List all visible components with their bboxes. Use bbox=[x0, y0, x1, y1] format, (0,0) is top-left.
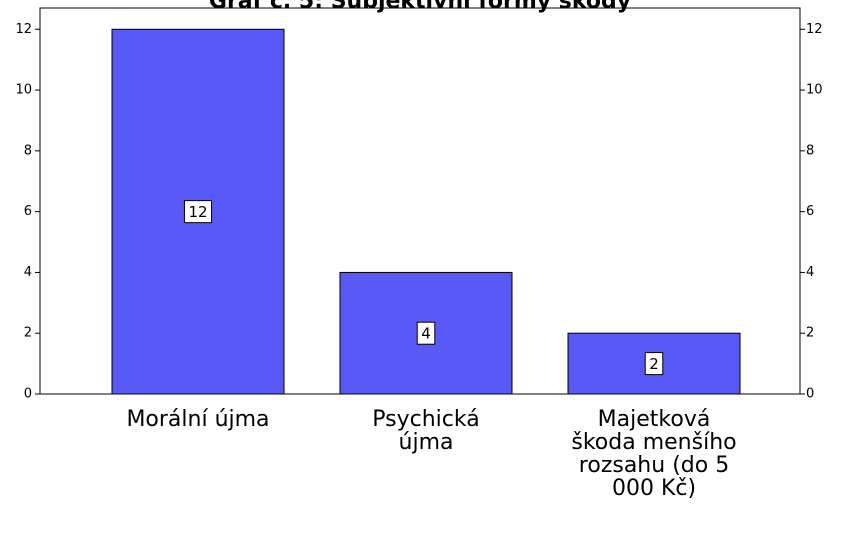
y-tick-label: 4 bbox=[24, 265, 32, 280]
x-tick-label: Majetková škoda menšího rozsahu (do 5 00… bbox=[571, 407, 737, 501]
data-label: 4 bbox=[421, 325, 431, 343]
y-tick-label: 6 bbox=[24, 204, 32, 219]
y-tick-label: 8 bbox=[24, 143, 32, 158]
y-tick-label: 10 bbox=[15, 83, 32, 98]
data-label-box bbox=[644, 352, 664, 376]
y-tick-label: 2 bbox=[24, 326, 32, 341]
y2-tick-label: 6 bbox=[806, 204, 814, 219]
y-tick-label: 0 bbox=[24, 387, 32, 402]
chart-title: Graf č. 5: Subjektivní formy škody bbox=[209, 0, 631, 14]
y2-tick-label: 2 bbox=[806, 326, 814, 341]
data-label-box bbox=[416, 321, 436, 345]
y2-tick-label: 10 bbox=[806, 83, 823, 98]
data-label: 12 bbox=[188, 203, 207, 221]
x-tick-label: Psychická újma bbox=[372, 407, 480, 455]
y2-tick-label: 0 bbox=[806, 387, 814, 402]
y-tick-label: 12 bbox=[15, 22, 32, 37]
y2-tick-label: 8 bbox=[806, 143, 814, 158]
y2-tick-label: 4 bbox=[806, 265, 814, 280]
y2-tick-label: 12 bbox=[806, 22, 823, 37]
data-label-box bbox=[183, 200, 213, 224]
x-tick-label: Morální újma bbox=[126, 407, 270, 432]
data-label: 2 bbox=[649, 355, 659, 373]
